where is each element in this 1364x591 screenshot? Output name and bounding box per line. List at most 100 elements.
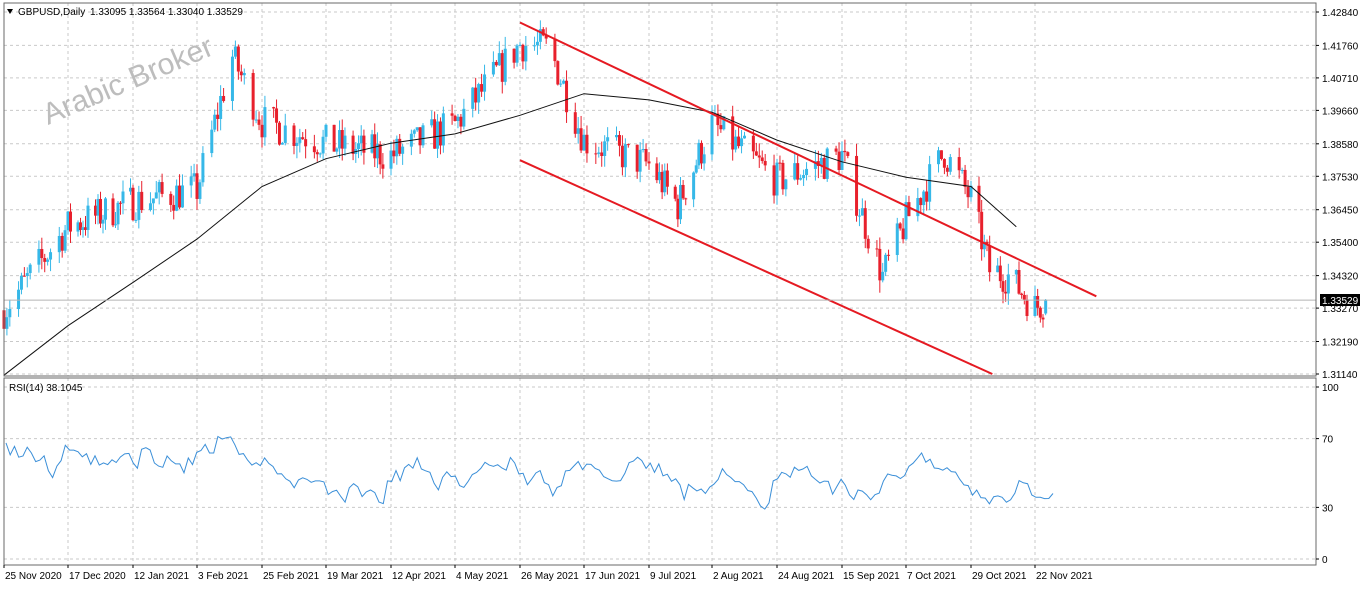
candle-body (210, 129, 214, 154)
candle-body (840, 150, 844, 171)
candle-body (743, 135, 746, 139)
candle-body (751, 135, 755, 152)
candle-body (175, 185, 179, 211)
candle-body (781, 162, 785, 190)
time-tick-label: 9 Jul 2021 (650, 571, 697, 582)
candle-body (524, 45, 528, 62)
candle-body (673, 186, 677, 199)
candle-body (982, 241, 986, 250)
candle-body (1044, 300, 1048, 314)
candle-body (565, 80, 569, 113)
candle-body (69, 211, 72, 232)
candle-body (491, 61, 495, 75)
candle-body (370, 134, 374, 153)
time-tick-label: 2 Aug 2021 (713, 571, 764, 582)
candle-body (620, 145, 624, 168)
last-price-tag: 1.33529 (1322, 296, 1359, 307)
candle-body (324, 124, 328, 137)
candle-body (623, 144, 627, 168)
time-tick-label: 29 Oct 2021 (972, 571, 1027, 582)
candle-body (658, 171, 661, 181)
candle-body (381, 164, 385, 169)
candle-body (996, 265, 1000, 273)
candle-body (57, 235, 61, 253)
candle-body (340, 130, 344, 149)
moving-average-line (3, 93, 1017, 376)
candle-body (600, 152, 604, 157)
candle-body (362, 135, 366, 153)
candle-body (94, 205, 97, 216)
candle-body (635, 144, 639, 172)
candle-body (521, 44, 525, 62)
candle-body (99, 198, 102, 224)
candle-body (722, 116, 726, 130)
candle-body (275, 108, 279, 123)
channel-lower-line[interactable] (519, 159, 993, 375)
candle-body (40, 248, 44, 259)
candle-body (76, 222, 80, 232)
candle-body (389, 150, 393, 169)
candle-body (148, 203, 152, 211)
candle-body (280, 142, 284, 145)
candle-body (254, 119, 258, 121)
candle-body (49, 252, 53, 260)
candle-body (8, 309, 12, 318)
candle-body (438, 121, 442, 146)
candle-body (562, 80, 566, 84)
candle-body (784, 179, 788, 190)
candle-body (140, 191, 144, 211)
candle-body (731, 116, 735, 150)
candle-body (916, 198, 920, 217)
candle-body (655, 163, 659, 181)
time-tick-label: 19 Mar 2021 (327, 571, 384, 582)
candle-body (81, 227, 85, 230)
candle-body (582, 134, 586, 151)
channel-upper-line[interactable] (519, 21, 1097, 298)
candle-body (819, 157, 823, 166)
candle-body (881, 271, 885, 281)
price-axis: 1.42840 1.41760 1.40710 1.39660 1.38580 1.375… (1316, 8, 1359, 381)
price-tick-label: 1.35400 (1322, 238, 1359, 249)
candle-body (617, 135, 621, 146)
candle-body (799, 178, 803, 180)
candle-body (901, 228, 905, 240)
candle-body (1006, 274, 1010, 294)
candle-body (700, 142, 703, 164)
candle-body (922, 191, 926, 206)
candle-body (737, 136, 741, 147)
candle-body (644, 149, 648, 162)
time-tick-label: 26 May 2021 (521, 571, 579, 582)
candle-body (1020, 293, 1024, 295)
candle-body (556, 61, 560, 85)
candle-body (195, 173, 199, 199)
candle-body (1001, 281, 1005, 292)
candle-body (483, 74, 487, 92)
chevron-down-icon[interactable] (7, 9, 13, 14)
candle-body (373, 134, 377, 159)
candle-body (421, 125, 425, 146)
candle-body (198, 182, 202, 199)
candle-body (594, 153, 598, 155)
candle-body (1033, 295, 1037, 316)
candle-body (66, 211, 70, 231)
candle-body (939, 150, 943, 159)
candle-body (213, 114, 217, 130)
rsi-tick-label: 30 (1322, 503, 1334, 514)
candle-body (216, 114, 220, 119)
candle-body (315, 152, 319, 155)
rsi-axis: 100 70 30 0 (1316, 383, 1339, 566)
candle-body (925, 191, 929, 202)
candle-body (137, 191, 141, 220)
candle-body (1017, 270, 1021, 294)
candle-body (332, 124, 336, 152)
candle-body (301, 137, 305, 140)
candle-body (338, 130, 342, 149)
candle-body (172, 204, 176, 211)
candle-body (626, 144, 630, 146)
candle-body (22, 275, 26, 277)
candle-body (1041, 317, 1045, 320)
candle-body (456, 116, 460, 122)
candle-body (948, 157, 952, 172)
price-tick-label: 1.40710 (1322, 74, 1359, 85)
